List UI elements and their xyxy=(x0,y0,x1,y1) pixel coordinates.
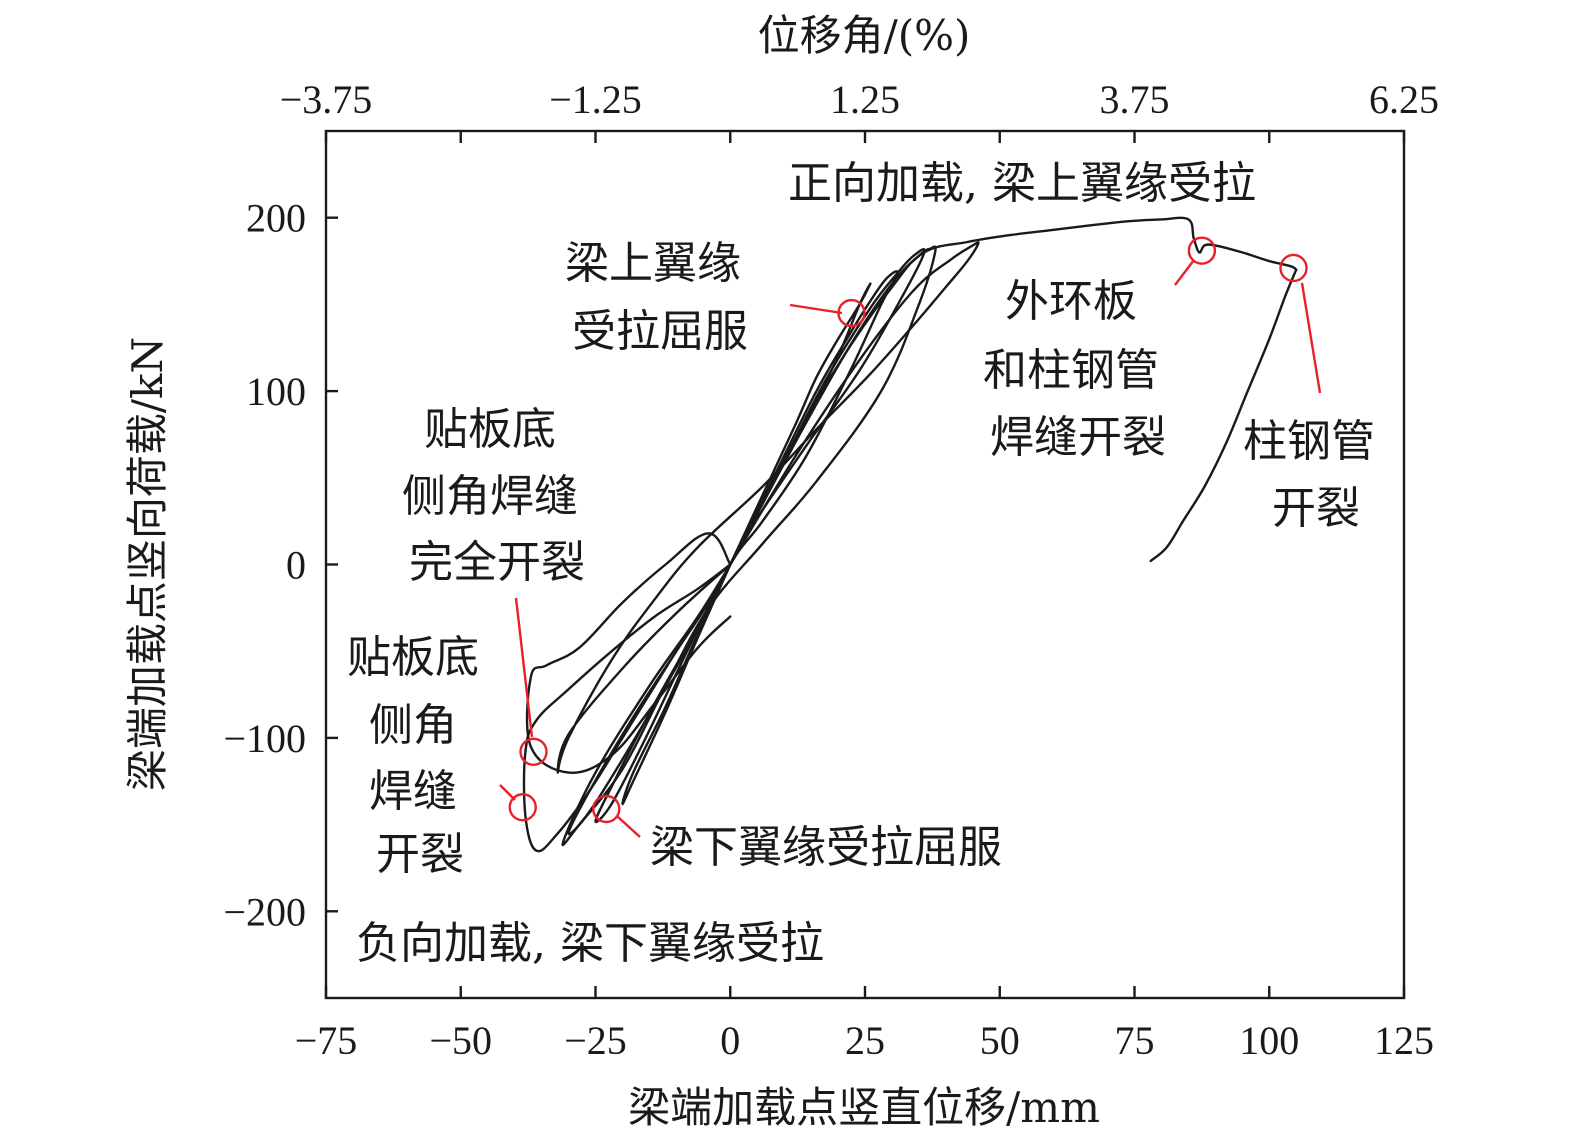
event-marker xyxy=(592,794,621,824)
x-tick-label: 0 xyxy=(720,1018,740,1063)
event-marker xyxy=(1187,236,1217,265)
annotation-line: 贴板底 xyxy=(347,632,479,683)
x-tick-label: 25 xyxy=(845,1018,885,1063)
x-tick-label: −50 xyxy=(429,1018,492,1063)
hysteresis-loop xyxy=(1149,268,1298,563)
x2-tick-label: 1.25 xyxy=(830,77,900,122)
x-tick-label: −75 xyxy=(295,1018,358,1063)
leader-bottom-flange-yield xyxy=(617,816,641,838)
x-tick-label: 100 xyxy=(1239,1018,1299,1063)
annotation-line: 正向加载, 梁上翼缘受拉 xyxy=(788,158,1256,209)
leader-outer-ring-crack xyxy=(1174,259,1195,286)
event-marker xyxy=(1279,253,1308,283)
annotation-line: 开裂 xyxy=(376,829,464,880)
x-tick-label: −25 xyxy=(564,1018,627,1063)
annotation-column-tube-crack: 柱钢管 开裂 xyxy=(1243,416,1389,534)
annotation-line: 柱钢管 xyxy=(1243,416,1375,467)
hysteresis-loop xyxy=(561,245,937,847)
annotation-line: 受拉屈服 xyxy=(572,306,748,357)
y-tick-label: −100 xyxy=(223,716,306,761)
hysteresis-loop xyxy=(522,563,732,853)
x-axis-title: 梁端加载点竖直位移/mm xyxy=(628,1083,1100,1132)
event-markers xyxy=(508,236,1308,824)
x2-tick-label: −3.75 xyxy=(280,77,373,122)
x-tick-label: 50 xyxy=(980,1018,1020,1063)
annotation-line: 梁上翼缘 xyxy=(565,238,741,289)
y-tick-label: 0 xyxy=(286,543,306,588)
annotation-line: 梁下翼缘受拉屈服 xyxy=(650,822,1002,873)
hysteresis-loop xyxy=(525,532,732,774)
annotation-negative-loading: 负向加载, 梁下翼缘受拉 xyxy=(356,918,824,969)
annotation-bottom-flange-yield: 梁下翼缘受拉屈服 xyxy=(650,822,1002,873)
leader-column-tube-crack xyxy=(1300,282,1322,394)
hysteresis-curves xyxy=(522,216,1298,853)
annotation-line: 焊缝 xyxy=(369,766,457,817)
x2-axis-title: 位移角/(%) xyxy=(758,11,971,60)
event-marker xyxy=(519,737,548,766)
leader-top-flange-yield xyxy=(789,303,843,315)
x2-tick-label: 6.25 xyxy=(1369,77,1439,122)
annotation-line: 贴板底 xyxy=(424,404,556,455)
annotation-positive-loading: 正向加载, 梁上翼缘受拉 xyxy=(788,158,1256,209)
annotation-line: 侧角 xyxy=(369,700,457,751)
x2-tick-label: −1.25 xyxy=(549,77,642,122)
event-marker xyxy=(508,793,537,822)
x-tick-label: 75 xyxy=(1115,1018,1155,1063)
annotation-line: 和柱钢管 xyxy=(983,345,1159,396)
y-tick-label: 100 xyxy=(246,369,306,414)
annotation-top-flange-yield: 梁上翼缘 受拉屈服 xyxy=(565,238,755,357)
y-tick-label: 200 xyxy=(246,196,306,241)
annotation-line: 完全开裂 xyxy=(409,537,585,588)
hysteresis-loop xyxy=(729,216,1298,566)
y-axis-title: 梁端加载点竖向荷载/kN xyxy=(123,337,172,791)
hysteresis-loop xyxy=(556,241,980,774)
annotation-line: 开裂 xyxy=(1272,483,1360,534)
axis-ticks: −75 −50 −25 0 25 50 75 100 125 −3.75 −1.25 1.25 3.75… xyxy=(223,77,1439,1063)
event-marker xyxy=(837,298,866,328)
leader-plate-full-crack xyxy=(514,597,534,738)
annotation-line: 侧角焊缝 xyxy=(402,471,578,522)
x2-tick-label: 3.75 xyxy=(1100,77,1170,122)
annotation-leaders xyxy=(499,259,1322,838)
x-tick-label: 125 xyxy=(1374,1018,1434,1063)
y-tick-label: −200 xyxy=(223,889,306,934)
annotation-plate-crack: 贴板底 侧角 焊缝 开裂 xyxy=(347,632,493,880)
annotation-plate-full-crack: 贴板底 侧角焊缝 完全开裂 xyxy=(402,404,592,588)
annotation-line: 焊缝开裂 xyxy=(990,412,1166,463)
annotation-line: 负向加载, 梁下翼缘受拉 xyxy=(356,918,824,969)
annotation-outer-ring-crack: 外环板 和柱钢管 焊缝开裂 xyxy=(983,276,1173,463)
annotation-line: 外环板 xyxy=(1005,276,1137,327)
